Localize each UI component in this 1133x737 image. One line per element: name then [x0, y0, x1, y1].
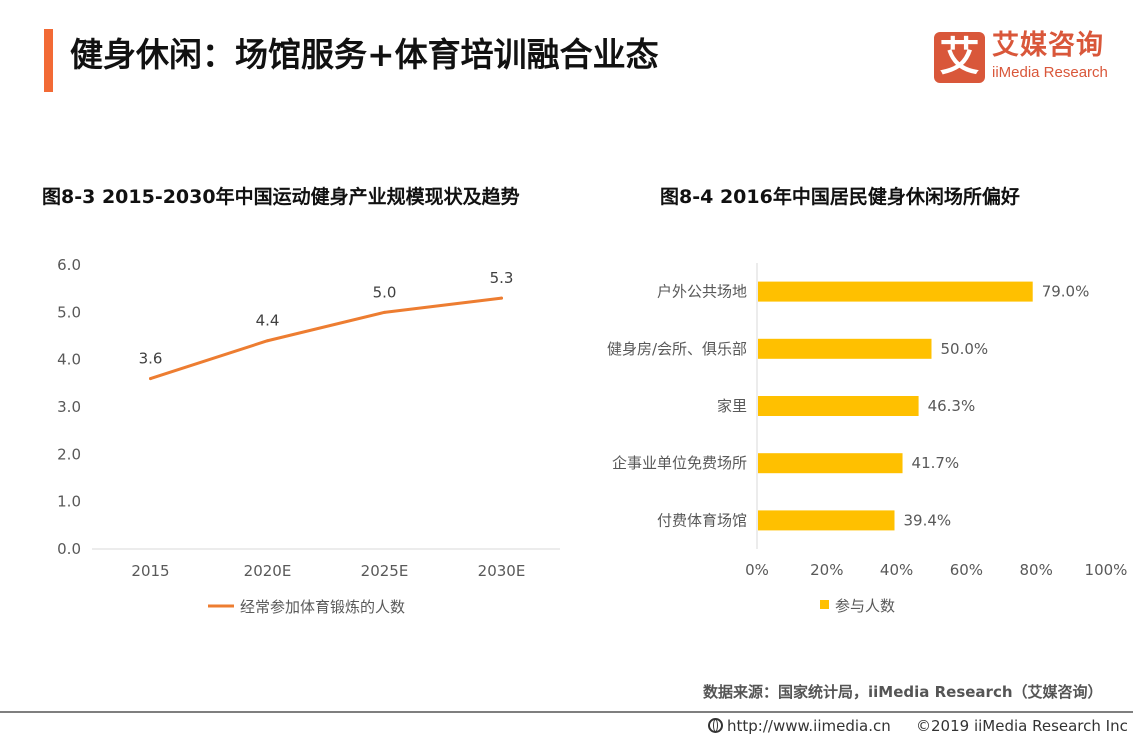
iimedia-logo: 艾 艾媒咨询 iiMedia Research: [934, 30, 1124, 84]
x-tick-label: 100%: [1085, 561, 1128, 579]
series-line: [149, 296, 503, 381]
bar-chart: 户外公共场地 79.0% 健身房/会所、俱乐部 50.0% 家里 46.3% 企事业单位免费…: [607, 263, 1128, 615]
x-tick-label: 2030E: [478, 562, 526, 580]
footer-url-text[interactable]: http://www.iimedia.cn: [727, 717, 891, 735]
bar: [758, 396, 919, 416]
x-tick-label: 80%: [1020, 561, 1053, 579]
title-accent-bar: [44, 29, 53, 92]
x-tick-label: 60%: [950, 561, 983, 579]
x-tick-label: 2020E: [244, 562, 292, 580]
category-label: 付费体育场馆: [657, 511, 747, 529]
y-tick-label: 0.0: [57, 540, 81, 558]
data-point: [500, 296, 503, 300]
data-point: [149, 377, 152, 381]
line-chart-title: 图8-3 2015-2030年中国运动健身产业规模现状及趋势: [42, 186, 520, 208]
x-tick-label: 2015: [131, 562, 169, 580]
page-title: 健身休闲：场馆服务+体育培训融合业态: [70, 35, 659, 74]
x-tick-label: 20%: [810, 561, 843, 579]
logo-icon: 艾: [934, 32, 985, 83]
y-tick-label: 3.0: [57, 398, 81, 416]
globe-icon: [708, 718, 723, 733]
x-tick-label: 40%: [880, 561, 913, 579]
data-point: [383, 310, 386, 314]
legend-label: 参与人数: [835, 597, 895, 615]
y-tick-label: 4.0: [57, 351, 81, 369]
bar: [758, 453, 903, 474]
data-source: 数据来源：国家统计局，iiMedia Research（艾媒咨询）: [703, 683, 1103, 701]
legend-swatch: [820, 600, 829, 609]
logo-cn-text: 艾媒咨询: [992, 30, 1104, 61]
y-tick-label: 6.0: [57, 256, 81, 274]
footer-divider: [0, 711, 1133, 713]
footer-url[interactable]: http://www.iimedia.cn: [708, 716, 891, 736]
category-label: 户外公共场地: [657, 283, 747, 301]
y-tick-label: 5.0: [57, 303, 81, 321]
y-tick-label: 2.0: [57, 445, 81, 463]
bar-chart-title: 图8-4 2016年中国居民健身休闲场所偏好: [660, 186, 1020, 208]
data-label: 50.0%: [941, 340, 989, 358]
category-label: 企事业单位免费场所: [612, 454, 747, 472]
data-point: [266, 339, 269, 343]
x-tick-label: 0%: [745, 561, 769, 579]
data-label: 5.0: [373, 283, 397, 301]
data-label: 46.3%: [928, 397, 976, 415]
bar: [758, 510, 895, 531]
data-label: 5.3: [490, 269, 514, 287]
y-tick-label: 1.0: [57, 493, 81, 511]
bar: [758, 338, 932, 359]
footer-copyright: ©2019 iiMedia Research Inc: [916, 717, 1128, 735]
line-chart: 0.0 1.0 2.0 3.0 4.0 5.0 6.0 2015 2020E 2025E 2030E…: [57, 256, 560, 616]
data-label: 3.6: [139, 350, 163, 368]
x-tick-label: 2025E: [361, 562, 409, 580]
legend-label: 经常参加体育锻炼的人数: [240, 598, 405, 616]
category-label: 健身房/会所、俱乐部: [607, 340, 747, 358]
logo-en-text: iiMedia Research: [992, 64, 1108, 81]
bar: [758, 281, 1033, 302]
data-label: 39.4%: [904, 511, 952, 529]
data-label: 4.4: [256, 312, 280, 330]
data-label: 41.7%: [912, 454, 960, 472]
data-label: 79.0%: [1042, 283, 1090, 301]
category-label: 家里: [717, 397, 747, 415]
